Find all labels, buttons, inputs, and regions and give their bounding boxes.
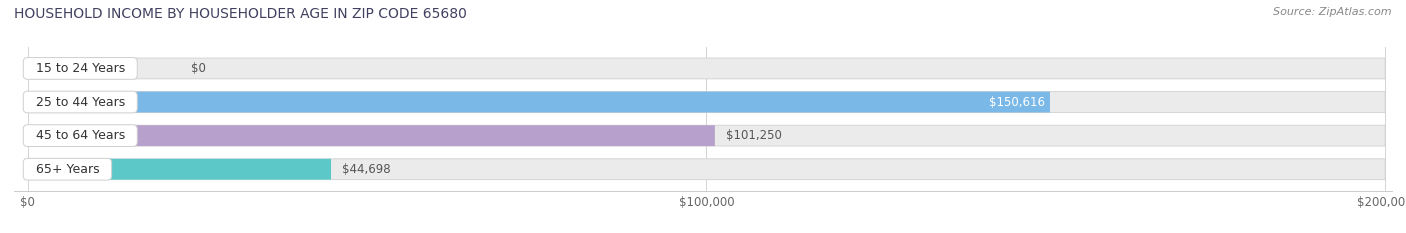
FancyBboxPatch shape (28, 159, 1385, 180)
Text: $150,616: $150,616 (988, 96, 1045, 109)
Text: HOUSEHOLD INCOME BY HOUSEHOLDER AGE IN ZIP CODE 65680: HOUSEHOLD INCOME BY HOUSEHOLDER AGE IN Z… (14, 7, 467, 21)
FancyBboxPatch shape (28, 125, 714, 146)
Text: 15 to 24 Years: 15 to 24 Years (28, 62, 134, 75)
FancyBboxPatch shape (28, 58, 1385, 79)
Text: $101,250: $101,250 (725, 129, 782, 142)
Text: 65+ Years: 65+ Years (28, 163, 107, 176)
Text: $0: $0 (191, 62, 205, 75)
Text: 25 to 44 Years: 25 to 44 Years (28, 96, 134, 109)
FancyBboxPatch shape (28, 159, 330, 180)
Text: $44,698: $44,698 (342, 163, 391, 176)
Text: 45 to 64 Years: 45 to 64 Years (28, 129, 134, 142)
FancyBboxPatch shape (28, 92, 1385, 113)
FancyBboxPatch shape (28, 125, 1385, 146)
FancyBboxPatch shape (28, 92, 1050, 113)
Text: Source: ZipAtlas.com: Source: ZipAtlas.com (1274, 7, 1392, 17)
